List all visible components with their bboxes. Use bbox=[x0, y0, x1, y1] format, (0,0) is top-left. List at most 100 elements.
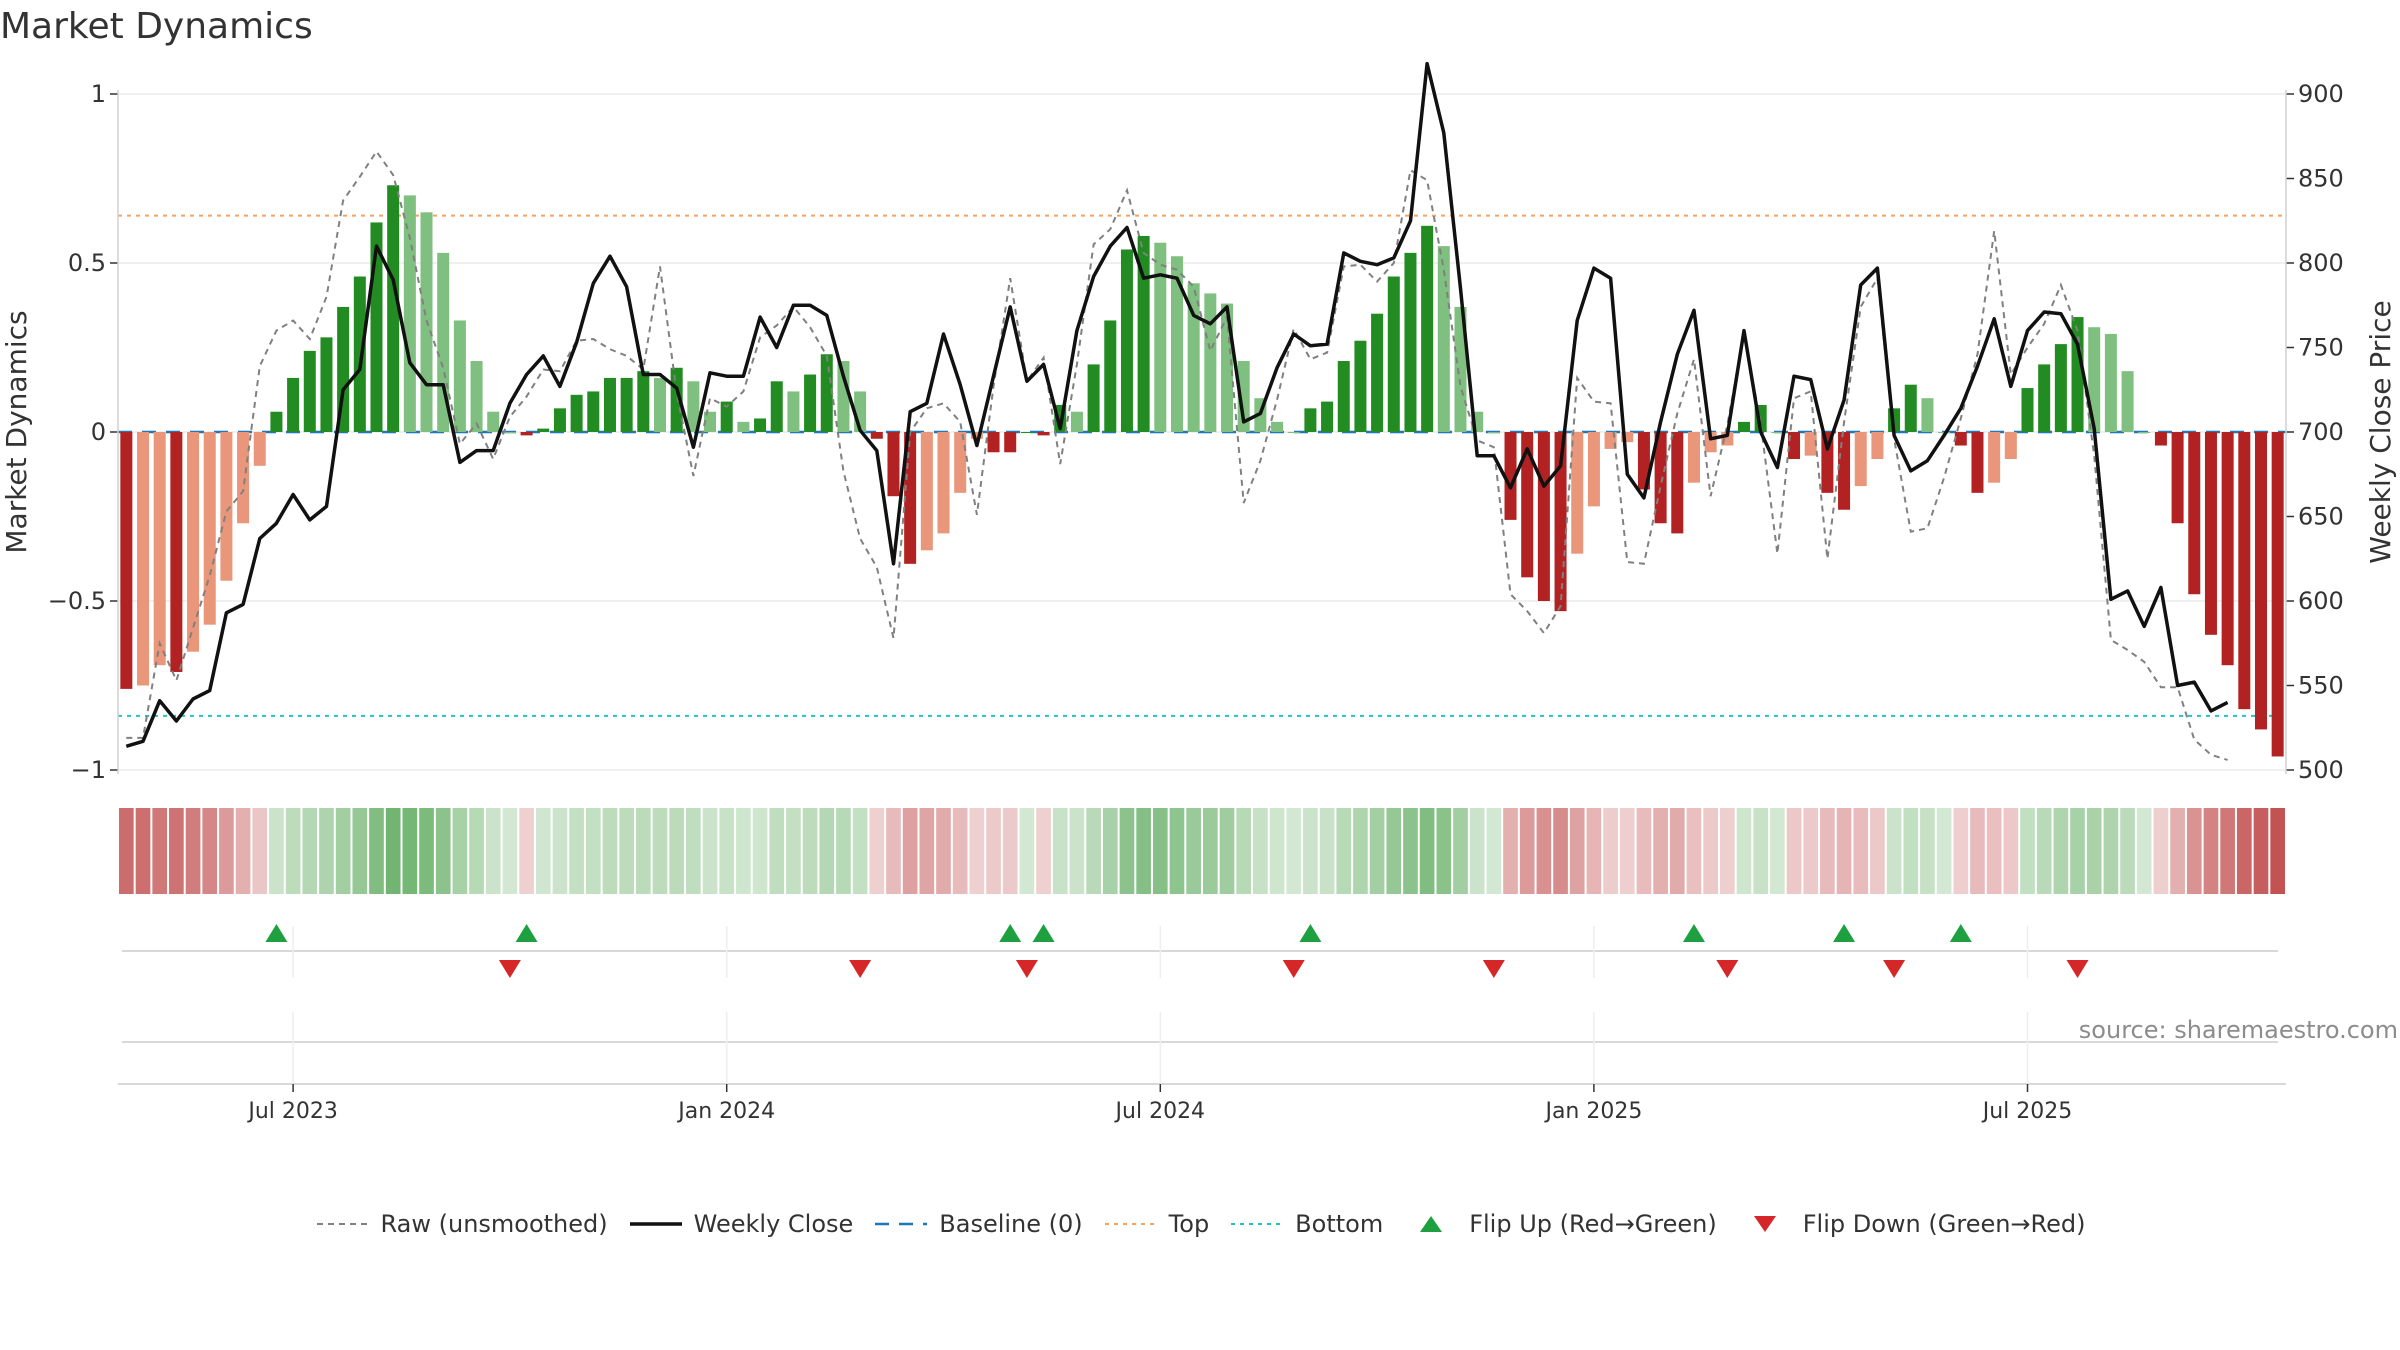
dynamics-bar bbox=[2221, 432, 2234, 666]
strip-cell bbox=[1853, 808, 1869, 894]
dynamics-bar bbox=[737, 421, 750, 432]
strip-cell bbox=[269, 808, 284, 894]
strip-cell bbox=[2120, 808, 2135, 894]
flip-up-marker bbox=[999, 924, 1022, 942]
flip-up-marker bbox=[1299, 924, 1322, 942]
dynamics-bar bbox=[1037, 432, 1050, 436]
dynamics-bar bbox=[1504, 432, 1517, 520]
strip-cell bbox=[585, 808, 601, 894]
dynamics-bar bbox=[2204, 432, 2217, 635]
strip-cell bbox=[2236, 808, 2252, 894]
dynamics-bar bbox=[1571, 432, 1584, 554]
strip-cell bbox=[1903, 808, 1919, 894]
dynamics-bar bbox=[1521, 432, 1534, 578]
strip-cell bbox=[152, 808, 168, 894]
strip-cell bbox=[802, 808, 818, 894]
flip-up-marker bbox=[1682, 924, 1705, 942]
strip-cell bbox=[1936, 808, 1952, 894]
strip-cell bbox=[469, 808, 484, 894]
dynamics-bar bbox=[520, 432, 533, 436]
strip-cell bbox=[552, 808, 568, 894]
strip-cell bbox=[635, 808, 651, 894]
strip-cell bbox=[385, 808, 401, 894]
strip-cell bbox=[1336, 808, 1352, 894]
flip-down-marker bbox=[849, 960, 872, 978]
dynamics-bar bbox=[1170, 256, 1183, 432]
dynamics-bar bbox=[754, 418, 767, 432]
strip-cell bbox=[669, 808, 685, 894]
strip-cell bbox=[2136, 808, 2152, 894]
dynamics-bar bbox=[2121, 371, 2134, 432]
strip-cell bbox=[1920, 808, 1935, 894]
color-strip-panel bbox=[119, 808, 2285, 894]
legend-item: Bottom bbox=[1229, 1210, 1383, 1238]
dynamics-bar bbox=[170, 432, 183, 672]
dynamics-bar bbox=[1954, 432, 1967, 446]
strip-cell bbox=[1536, 808, 1552, 894]
dynamics-bar bbox=[287, 377, 300, 432]
dynamics-bar bbox=[620, 377, 633, 432]
strip-cell bbox=[836, 808, 851, 894]
y2-tick-label: 700 bbox=[2298, 418, 2344, 446]
strip-cell bbox=[1369, 808, 1385, 894]
legend-label: Top bbox=[1168, 1210, 1210, 1238]
strip-cell bbox=[2070, 808, 2085, 894]
dynamics-bar bbox=[820, 354, 833, 432]
strip-cell bbox=[1353, 808, 1368, 894]
dynamics-bar bbox=[320, 337, 333, 432]
strip-cell bbox=[936, 808, 951, 894]
dynamics-bar bbox=[637, 371, 650, 432]
dynamics-bar bbox=[704, 411, 717, 432]
dynamics-bar bbox=[1487, 432, 1500, 433]
dynamics-bar bbox=[1637, 432, 1650, 490]
strip-cell bbox=[619, 808, 634, 894]
strip-cell bbox=[852, 808, 868, 894]
dynamics-bar bbox=[1304, 408, 1317, 432]
legend-item: Baseline (0) bbox=[873, 1210, 1083, 1238]
dynamics-bar bbox=[1104, 320, 1117, 432]
flip-up-marker bbox=[515, 924, 538, 942]
dynamics-bar bbox=[1120, 249, 1133, 432]
strip-cell bbox=[302, 808, 318, 894]
strip-cell bbox=[2253, 808, 2269, 894]
legend-item: Flip Up (Red→Green) bbox=[1403, 1210, 1717, 1238]
y2-tick-label: 900 bbox=[2298, 80, 2344, 108]
strip-cell bbox=[419, 808, 434, 894]
strip-cell bbox=[1669, 808, 1685, 894]
strip-cell bbox=[2203, 808, 2219, 894]
dynamics-bar bbox=[487, 411, 500, 432]
dynamics-bar bbox=[1387, 276, 1400, 432]
strip-cell bbox=[1770, 808, 1785, 894]
legend-label: Flip Up (Red→Green) bbox=[1469, 1210, 1717, 1238]
x-tick-label: Jan 2025 bbox=[1543, 1099, 1642, 1124]
y-tick-label: −1 bbox=[71, 756, 106, 784]
dynamics-bar bbox=[303, 350, 316, 432]
strip-cell bbox=[435, 808, 451, 894]
strip-cell bbox=[952, 808, 968, 894]
time-axis-panel: Jul 2023 Jan 2024 Jul 2024 Jan 2025 Jul 2025 bbox=[118, 1012, 2286, 1124]
strip-cell bbox=[752, 808, 768, 894]
strip-cell bbox=[1269, 808, 1285, 894]
green-up-triangle-icon bbox=[1420, 1216, 1443, 1232]
strip-cell bbox=[402, 808, 418, 894]
strip-cell bbox=[2186, 808, 2202, 894]
strip-cell bbox=[1619, 808, 1635, 894]
dynamics-bar bbox=[1004, 432, 1017, 453]
strip-cell bbox=[1886, 808, 1902, 894]
price-lines-layer bbox=[125, 61, 2229, 761]
strip-cell bbox=[1152, 808, 1168, 894]
flip-up-marker bbox=[1833, 924, 1856, 942]
dynamics-bar bbox=[2154, 432, 2167, 446]
y-tick-label: 1 bbox=[91, 80, 106, 108]
dynamics-bar bbox=[1454, 306, 1467, 432]
strip-cell bbox=[736, 808, 751, 894]
legend-label: Raw (unsmoothed) bbox=[380, 1210, 608, 1238]
solid-black-line-icon bbox=[629, 1222, 682, 1226]
strip-cell bbox=[1019, 808, 1035, 894]
strip-cell bbox=[1169, 808, 1185, 894]
dynamics-bar bbox=[1788, 432, 1801, 460]
dynamics-bar bbox=[1371, 313, 1384, 432]
legend-item: Weekly Close bbox=[628, 1210, 853, 1238]
strip-cell bbox=[886, 808, 901, 894]
